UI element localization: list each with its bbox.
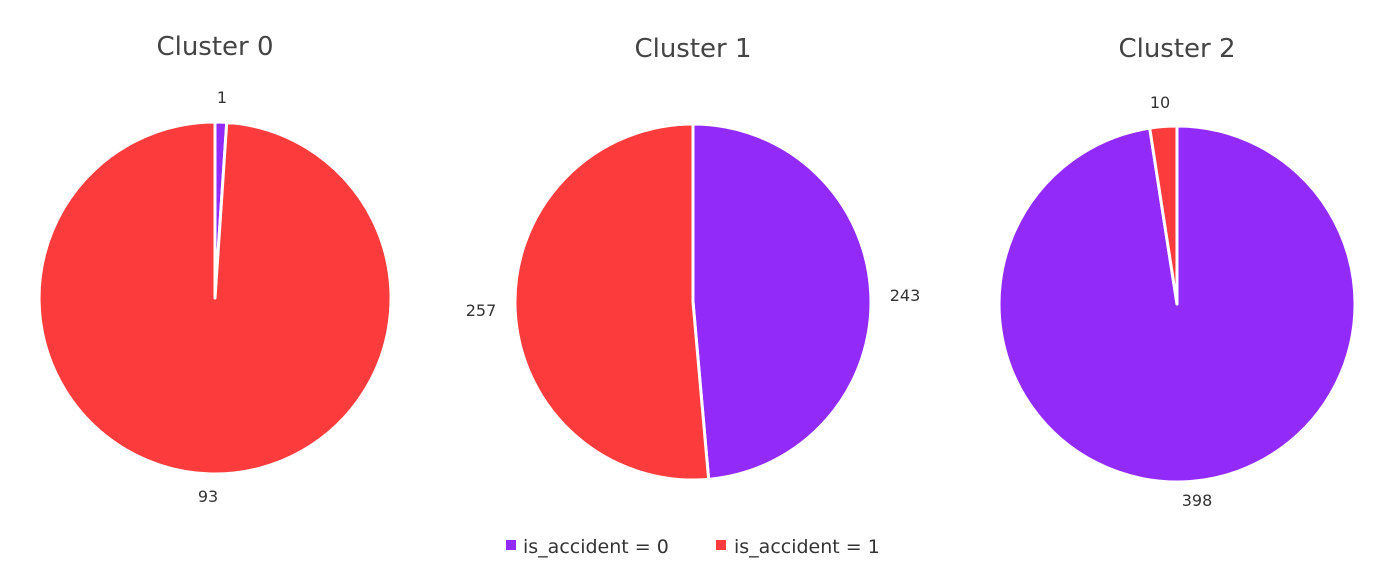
pie-slice [1148,124,1179,306]
pies-layer: Cluster 0 1 93 Cluster 1 243 257 Cluster 2 398 1… [37,32,1357,510]
pie-slice [691,122,873,481]
pie-chart-1: Cluster 1 243 257 [466,34,921,482]
pie-chart-2: Cluster 2 398 10 [997,34,1357,510]
slice-value-label: 93 [198,487,218,506]
legend-item: is_accident = 0 [506,536,669,558]
chart-title: Cluster 1 [634,34,751,64]
chart-title: Cluster 2 [1118,34,1235,64]
pie-slice [513,122,711,482]
legend: is_accident = 0 is_accident = 1 [506,536,880,558]
slice-value-label: 243 [890,286,921,305]
legend-item: is_accident = 1 [716,536,880,558]
slice-value-label: 1 [217,88,227,107]
slice-value-label: 398 [1182,491,1213,510]
legend-label: is_accident = 0 [523,536,669,558]
legend-label: is_accident = 1 [734,536,880,558]
slice-value-label: 257 [466,301,497,320]
chart-title: Cluster 0 [156,32,273,62]
legend-swatch [716,540,726,550]
pie-slice [37,120,393,476]
slice-value-label: 10 [1150,93,1170,112]
pie-chart-0: Cluster 0 1 93 [37,32,393,506]
legend-swatch [506,540,516,550]
